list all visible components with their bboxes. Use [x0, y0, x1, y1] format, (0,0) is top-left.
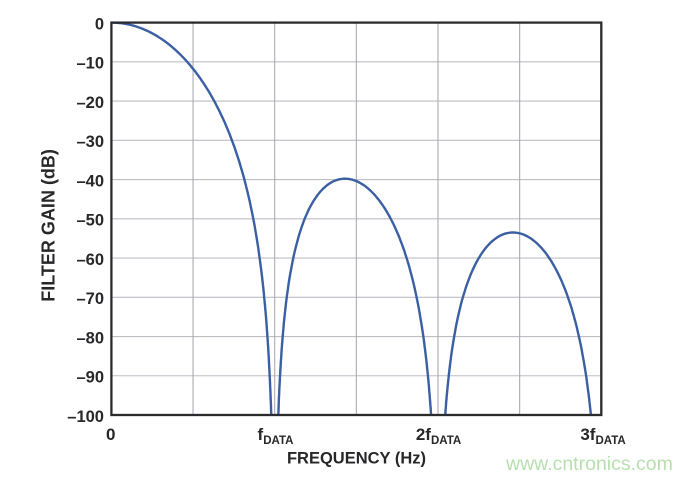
svg-text:www.cntronics.com: www.cntronics.com [505, 453, 673, 475]
svg-text:–90: –90 [76, 369, 104, 387]
svg-text:–30: –30 [76, 133, 104, 151]
svg-text:0: 0 [106, 425, 115, 444]
svg-text:0: 0 [95, 15, 104, 33]
svg-text:–50: –50 [76, 212, 104, 230]
svg-text:FILTER GAIN (dB): FILTER GAIN (dB) [39, 149, 59, 302]
svg-text:–20: –20 [76, 94, 104, 112]
svg-text:–80: –80 [76, 329, 104, 347]
svg-text:–70: –70 [76, 290, 104, 308]
svg-text:–60: –60 [76, 251, 104, 269]
svg-text:FREQUENCY (Hz): FREQUENCY (Hz) [287, 450, 426, 468]
svg-text:–100: –100 [67, 408, 104, 426]
svg-text:–40: –40 [76, 172, 104, 190]
svg-text:–10: –10 [76, 55, 104, 73]
